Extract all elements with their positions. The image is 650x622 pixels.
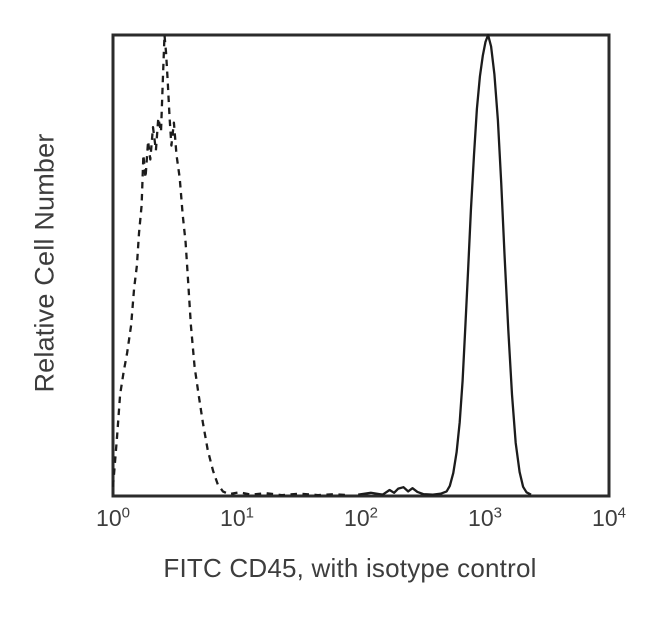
y-axis-label: Relative Cell Number [29, 133, 60, 393]
x-tick-exponent: 0 [121, 504, 130, 522]
plot-border [111, 33, 611, 498]
histogram-curves [111, 33, 532, 497]
x-tick-exponent: 1 [245, 504, 254, 522]
x-tick-label-10e3: 103 [468, 504, 502, 531]
x-axis-label: FITC CD45, with isotype control [163, 553, 537, 583]
isotype-control-curve [111, 33, 350, 497]
x-tick-exponent: 4 [617, 504, 626, 522]
x-tick-label-10e4: 104 [592, 504, 626, 531]
cd45-curve [358, 33, 532, 496]
x-tick-exponent: 3 [493, 504, 502, 522]
x-tick-label-10e0: 100 [96, 504, 130, 531]
x-tick-label-10e1: 101 [220, 504, 254, 531]
x-tick-label-10e2: 102 [344, 504, 378, 531]
x-tick-exponent: 2 [369, 504, 378, 522]
